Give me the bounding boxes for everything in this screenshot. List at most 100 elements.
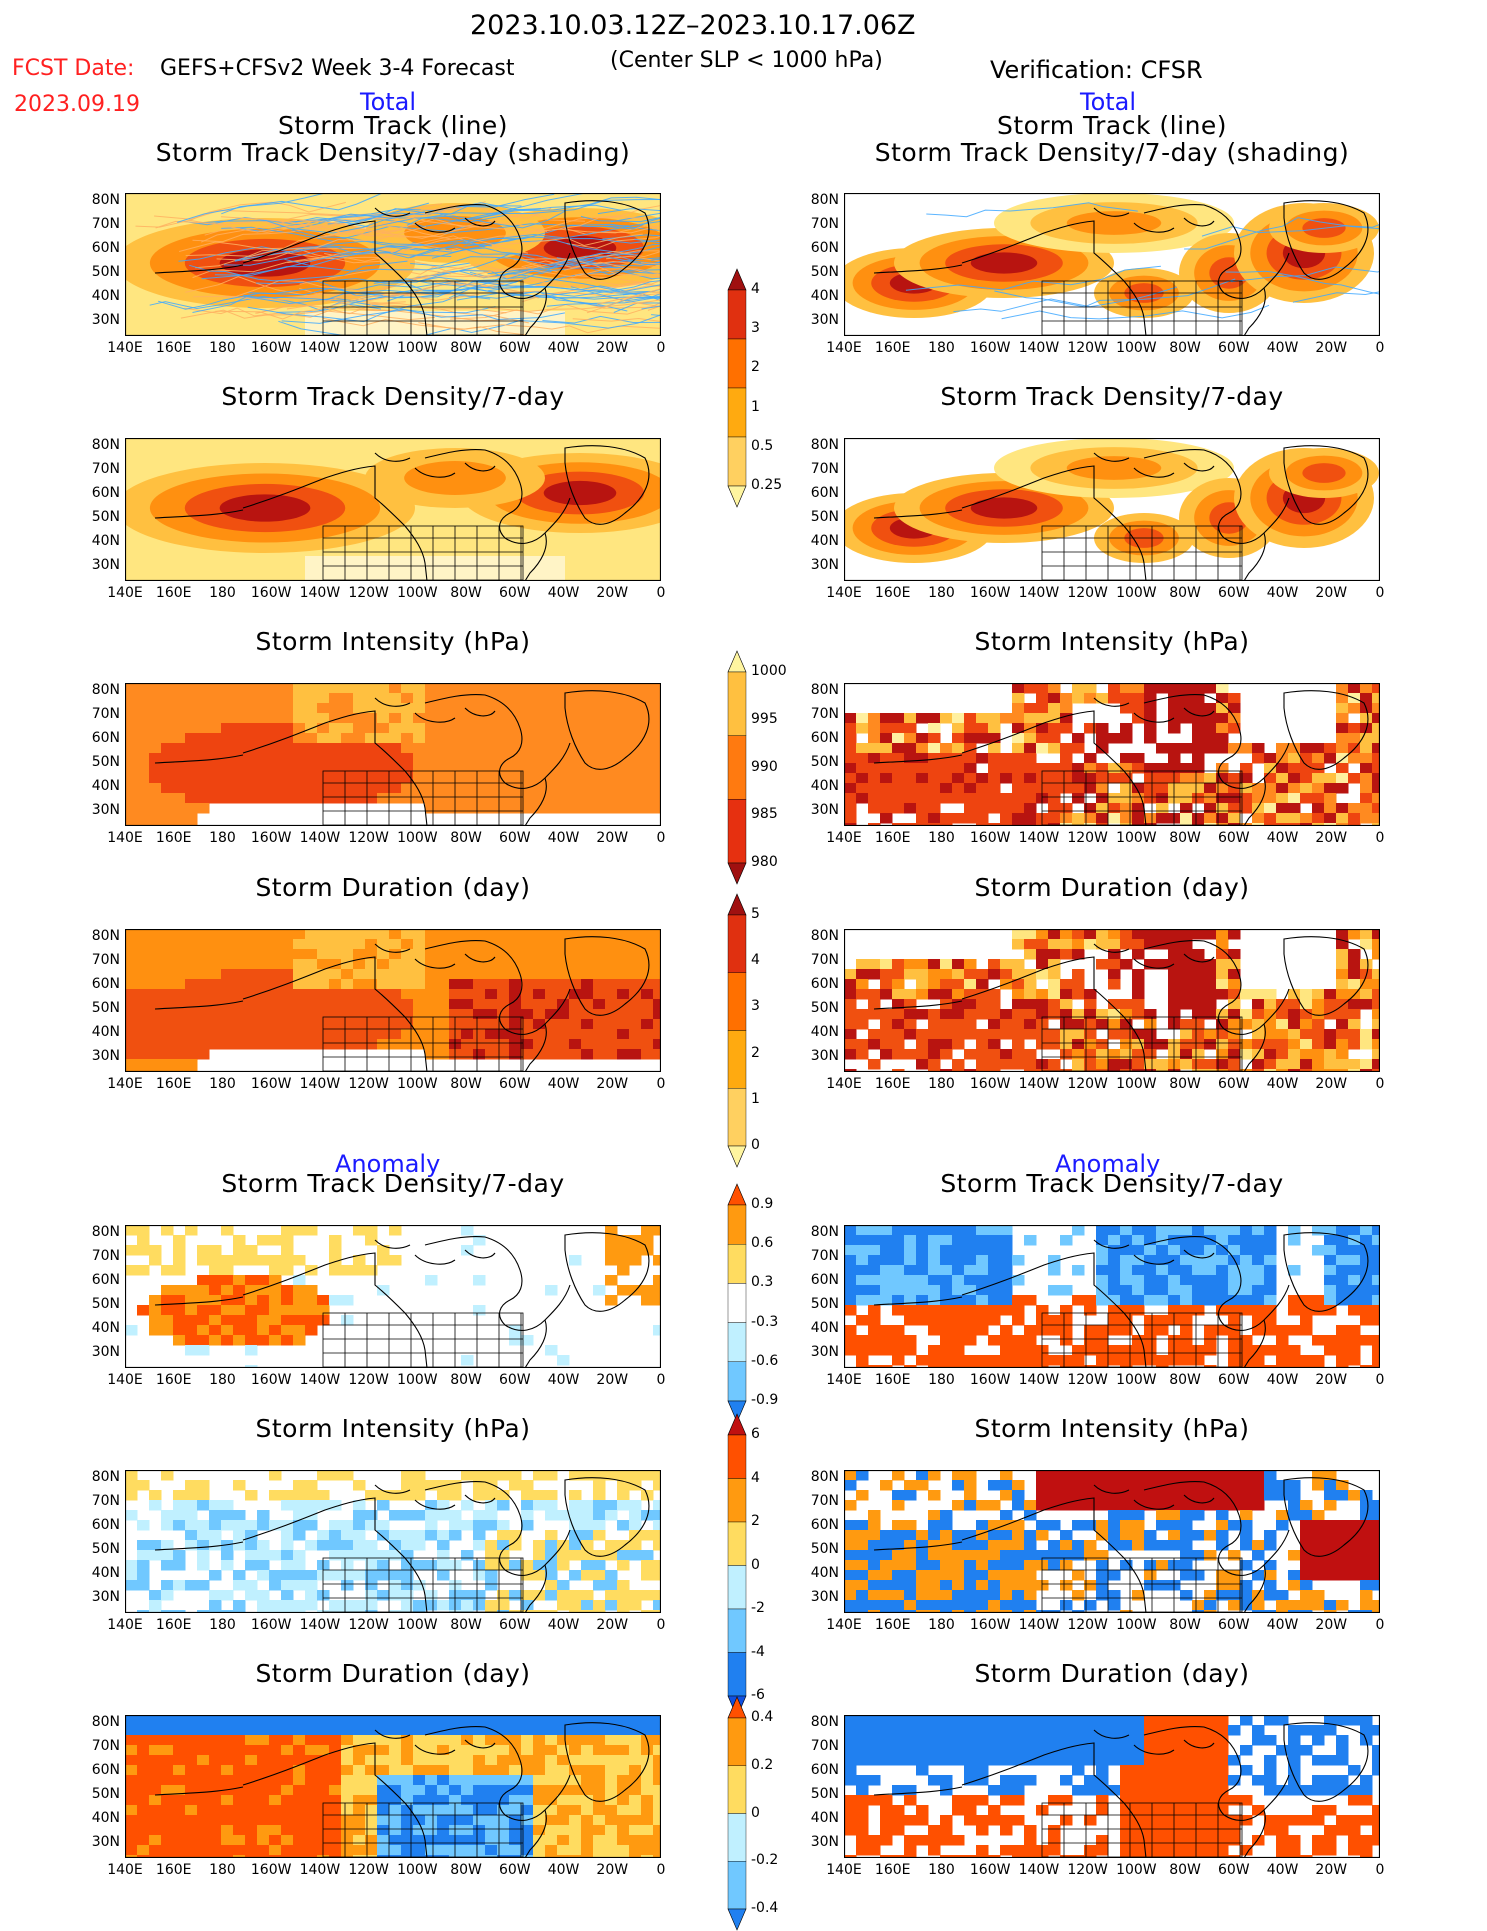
lon-tick-label: 160E xyxy=(868,1862,918,1878)
lat-tick-label: 50N xyxy=(799,1000,839,1016)
lat-tick-label: 50N xyxy=(80,509,120,525)
lat-tick-label: 40N xyxy=(80,778,120,794)
lon-tick-label: 180 xyxy=(916,1862,966,1878)
lon-tick-label: 100W xyxy=(392,1862,442,1878)
duration-forecast-title: Storm Duration (day) xyxy=(93,873,693,902)
lon-tick-label: 140E xyxy=(819,1076,869,1092)
lon-tick-label: 0 xyxy=(1355,585,1405,601)
lon-tick-label: 140W xyxy=(295,1076,345,1092)
lat-tick-label: 40N xyxy=(80,1565,120,1581)
duration-colorbar xyxy=(727,893,747,1168)
lon-tick-label: 180 xyxy=(916,1076,966,1092)
colorbar-label: 1 xyxy=(751,399,760,415)
lat-tick-label: 40N xyxy=(80,1024,120,1040)
colorbar-label: -0.9 xyxy=(751,1392,778,1408)
lat-tick-label: 80N xyxy=(799,928,839,944)
lon-tick-label: 60W xyxy=(490,585,540,601)
lat-tick-label: 30N xyxy=(799,312,839,328)
lon-tick-label: 160W xyxy=(246,1372,296,1388)
lon-tick-label: 80W xyxy=(441,1076,491,1092)
colorbar-label: 995 xyxy=(751,711,778,727)
aduration-forecast-title: Storm Duration (day) xyxy=(93,1659,693,1688)
lat-tick-label: 40N xyxy=(799,778,839,794)
aintensity-verification-title: Storm Intensity (hPa) xyxy=(812,1414,1412,1443)
lat-tick-label: 30N xyxy=(80,1589,120,1605)
lon-tick-label: 100W xyxy=(1111,1372,1161,1388)
lon-tick-label: 20W xyxy=(1306,340,1356,356)
lat-tick-label: 80N xyxy=(80,437,120,453)
adensity-verification-title: Storm Track Density/7-day xyxy=(812,1169,1412,1198)
lon-tick-label: 40W xyxy=(1258,1617,1308,1633)
lon-tick-label: 80W xyxy=(441,1617,491,1633)
track-forecast-title-1: Storm Track (line) xyxy=(93,111,693,140)
density-forecast-map-svg xyxy=(125,438,661,581)
aintensity-forecast-title: Storm Intensity (hPa) xyxy=(93,1414,693,1443)
lon-tick-label: 0 xyxy=(636,830,686,846)
lat-tick-label: 60N xyxy=(80,1762,120,1778)
lat-tick-label: 30N xyxy=(799,1834,839,1850)
lon-tick-label: 120W xyxy=(1063,1862,1113,1878)
lon-tick-label: 20W xyxy=(1306,1372,1356,1388)
lat-tick-label: 80N xyxy=(799,192,839,208)
lon-tick-label: 40W xyxy=(1258,585,1308,601)
lat-tick-label: 60N xyxy=(799,730,839,746)
lon-tick-label: 120W xyxy=(1063,340,1113,356)
lon-tick-label: 60W xyxy=(490,1076,540,1092)
colorbar-label: 6 xyxy=(751,1426,760,1442)
lon-tick-label: 40W xyxy=(539,1076,589,1092)
lat-tick-label: 70N xyxy=(799,216,839,232)
lon-tick-label: 0 xyxy=(636,1617,686,1633)
lon-tick-label: 180 xyxy=(197,1617,247,1633)
lon-tick-label: 20W xyxy=(1306,1076,1356,1092)
lat-tick-label: 60N xyxy=(799,1272,839,1288)
intensity-verification-title: Storm Intensity (hPa) xyxy=(812,627,1412,656)
density-forecast-title: Storm Track Density/7-day xyxy=(93,382,693,411)
lon-tick-label: 20W xyxy=(587,830,637,846)
lat-tick-label: 40N xyxy=(799,288,839,304)
lon-tick-label: 100W xyxy=(392,1617,442,1633)
lat-tick-label: 80N xyxy=(80,1469,120,1485)
lat-tick-label: 30N xyxy=(80,557,120,573)
anom-duration-colorbar xyxy=(727,1696,747,1931)
lat-tick-label: 40N xyxy=(799,1810,839,1826)
lat-tick-label: 30N xyxy=(799,1048,839,1064)
lon-tick-label: 20W xyxy=(587,585,637,601)
lat-tick-label: 60N xyxy=(799,240,839,256)
lat-tick-label: 50N xyxy=(799,264,839,280)
lon-tick-label: 160W xyxy=(965,1076,1015,1092)
lon-tick-label: 160W xyxy=(965,1617,1015,1633)
lat-tick-label: 70N xyxy=(80,1493,120,1509)
lon-tick-label: 160E xyxy=(149,1862,199,1878)
lon-tick-label: 140E xyxy=(819,830,869,846)
lat-tick-label: 40N xyxy=(80,533,120,549)
lon-tick-label: 20W xyxy=(587,1862,637,1878)
lon-tick-label: 140W xyxy=(295,1372,345,1388)
colorbar-label: 0.9 xyxy=(751,1196,773,1212)
lon-tick-label: 80W xyxy=(1160,340,1210,356)
lon-tick-label: 180 xyxy=(916,340,966,356)
lon-tick-label: 80W xyxy=(441,1862,491,1878)
density-verification-map-svg xyxy=(844,438,1380,581)
model-label: GEFS+CFSv2 Week 3-4 Forecast xyxy=(160,56,515,81)
adensity-verification-map-svg xyxy=(844,1225,1380,1368)
lon-tick-label: 100W xyxy=(1111,585,1161,601)
lon-tick-label: 100W xyxy=(392,1372,442,1388)
intensity-verification-map xyxy=(844,683,1380,826)
lon-tick-label: 160E xyxy=(149,1617,199,1633)
track-forecast-title-2: Storm Track Density/7-day (shading) xyxy=(93,138,693,167)
colorbar-label: 2 xyxy=(751,359,760,375)
lon-tick-label: 0 xyxy=(636,1372,686,1388)
lon-tick-label: 100W xyxy=(1111,1862,1161,1878)
lon-tick-label: 20W xyxy=(1306,1617,1356,1633)
lat-tick-label: 50N xyxy=(80,1786,120,1802)
lon-tick-label: 120W xyxy=(1063,1617,1113,1633)
lon-tick-label: 120W xyxy=(344,340,394,356)
lon-tick-label: 140W xyxy=(1014,1862,1064,1878)
lat-tick-label: 80N xyxy=(799,1469,839,1485)
lon-tick-label: 20W xyxy=(587,340,637,356)
lon-tick-label: 20W xyxy=(1306,830,1356,846)
anom-intensity-colorbar xyxy=(727,1413,747,1718)
colorbar-label: 980 xyxy=(751,854,778,870)
lat-tick-label: 70N xyxy=(799,952,839,968)
lon-tick-label: 160E xyxy=(149,1076,199,1092)
